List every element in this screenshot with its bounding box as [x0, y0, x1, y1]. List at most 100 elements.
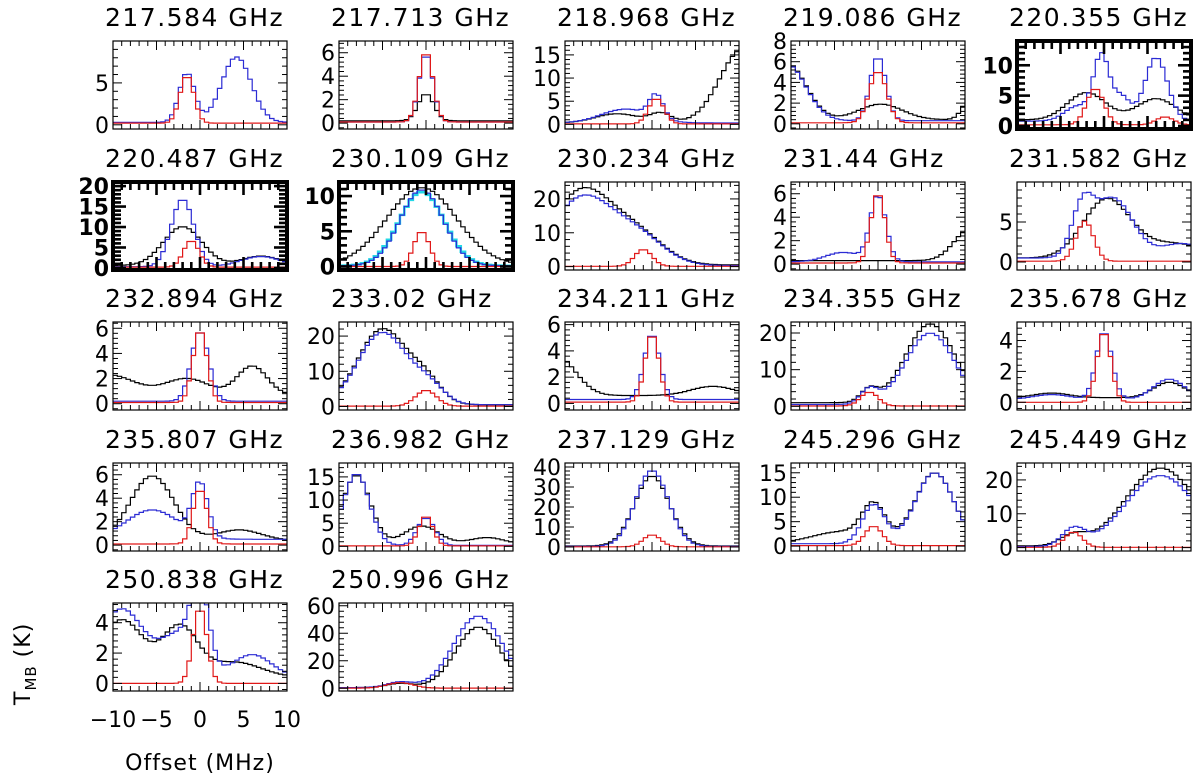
y-axis-label-sub: MB — [22, 665, 40, 690]
y-tick-label: 10 — [985, 503, 1013, 528]
y-tick-label: 0 — [773, 535, 787, 560]
y-tick-label: 10 — [759, 486, 787, 511]
y-tick-label: 0 — [321, 112, 335, 137]
panel-title: 234.355 GHz — [783, 284, 962, 313]
y-tick-label: 0 — [547, 392, 561, 417]
y-axis-label: TMB (K) — [11, 623, 40, 706]
y-tick-label: 15 — [78, 196, 109, 221]
panel-title: 235.678 GHz — [1009, 284, 1188, 313]
y-tick-label: 6 — [547, 314, 561, 339]
series-blue — [339, 474, 513, 546]
y-tick-label: 2 — [773, 92, 787, 117]
series-red — [339, 54, 513, 123]
y-tick-label: 4 — [773, 206, 787, 231]
panel-title: 231.582 GHz — [1009, 144, 1188, 173]
series-red — [791, 391, 965, 407]
series-blue — [1017, 191, 1191, 259]
series-black — [1017, 197, 1191, 259]
series-blue — [791, 472, 965, 545]
series-red — [791, 526, 965, 547]
series-blue — [565, 335, 739, 401]
x-tick-label: 10 — [273, 708, 301, 733]
x-tick-label: −5 — [140, 708, 172, 733]
series-blue — [565, 194, 739, 267]
series-black — [565, 49, 739, 123]
panel-title: 245.296 GHz — [783, 425, 962, 454]
series-black — [565, 361, 739, 397]
panel-frame — [338, 602, 514, 692]
series-black — [791, 323, 965, 404]
panel-frame — [564, 321, 740, 411]
panel-title: 236.982 GHz — [331, 425, 510, 454]
series-black — [339, 94, 513, 122]
series-red — [113, 240, 287, 268]
panel-frame — [564, 40, 740, 130]
series-red — [1017, 220, 1191, 262]
series-cyan — [339, 190, 513, 267]
panel-title: 230.234 GHz — [557, 144, 736, 173]
panel-title: 218.968 GHz — [557, 3, 736, 32]
series-blue — [113, 199, 287, 268]
series-blue — [565, 93, 739, 124]
panel-title: 237.129 GHz — [557, 425, 736, 454]
series-blue — [791, 58, 965, 122]
series-blue — [113, 56, 287, 123]
series-blue — [339, 615, 513, 689]
series-red — [565, 534, 739, 548]
y-tick-label: 4 — [773, 71, 787, 96]
y-tick-label: 2 — [547, 366, 561, 391]
x-tick-label: −10 — [90, 708, 136, 733]
series-blue — [339, 56, 513, 123]
y-tick-label: 6 — [773, 183, 787, 208]
y-tick-label: 0 — [547, 113, 561, 138]
panel-title: 219.086 GHz — [783, 3, 962, 32]
series-blue — [113, 603, 287, 674]
y-tick-label: 2 — [321, 89, 335, 114]
y-tick-label: 5 — [998, 85, 1013, 110]
spectrum-panel: 230.234 GHz 0 10 20 — [533, 144, 740, 281]
y-tick-label: 5 — [547, 90, 561, 115]
panel-title: 230.109 GHz — [331, 144, 510, 173]
y-tick-label: 5 — [321, 512, 335, 537]
y-tick-label: 2 — [999, 360, 1013, 385]
y-tick-label: 0 — [321, 395, 335, 420]
y-tick-label: 0 — [547, 256, 561, 281]
y-tick-label: 4 — [321, 65, 335, 90]
y-tick-label: 10 — [533, 67, 561, 92]
spectrum-panel: 230.109 GHz 0 5 10 — [304, 144, 515, 280]
y-tick-label: 2 — [95, 368, 109, 393]
series-blue — [791, 332, 965, 406]
spectrum-panel: 235.678 GHz 0 2 4 — [999, 284, 1192, 416]
series-red — [113, 490, 287, 545]
panel-title: 231.44 GHz — [783, 144, 945, 173]
spectrum-panel: 233.02 GHz 0 10 20 — [307, 284, 514, 420]
panel-title: 250.996 GHz — [331, 565, 510, 594]
y-tick-label: 5 — [94, 236, 109, 261]
y-tick-label: 15 — [759, 462, 787, 487]
y-tick-label: 20 — [307, 650, 335, 675]
series-red — [113, 332, 287, 404]
y-tick-label: 5 — [95, 72, 109, 97]
series-red — [1017, 334, 1191, 403]
y-tick-label: 0 — [94, 257, 109, 282]
y-tick-label: 10 — [982, 54, 1013, 79]
series-blue — [339, 189, 513, 267]
y-tick-label: 60 — [307, 595, 335, 620]
series-red — [1017, 531, 1191, 548]
y-tick-label: 30 — [533, 476, 561, 501]
series-red — [565, 336, 739, 403]
y-tick-label: 4 — [95, 487, 109, 512]
panel-title: 234.211 GHz — [557, 284, 736, 313]
series-blue — [1017, 52, 1191, 122]
y-tick-label: 40 — [533, 456, 561, 481]
y-tick-label: 20 — [78, 175, 109, 200]
